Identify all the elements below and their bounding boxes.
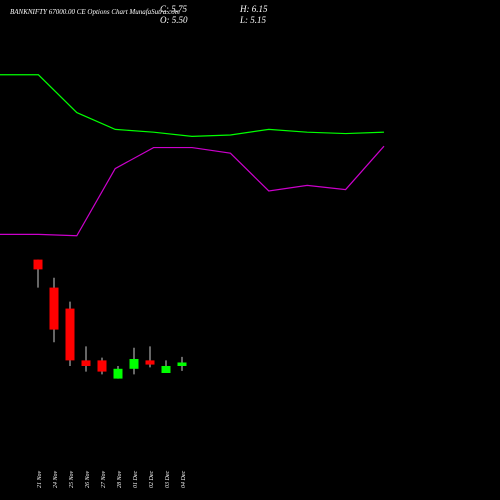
x-tick-label: 28 Nov [117,470,123,488]
candle-body [33,259,43,270]
x-tick-label: 24 Nov [52,470,59,488]
x-tick-label: 25 Nov [69,470,75,488]
summary-close: C: 5.75 [160,4,188,14]
x-tick-label: 02 Dec [149,471,155,488]
candle-body [49,287,59,330]
candle-body [97,360,107,372]
chart-title: BANKNIFTY 67000.00 CE Options Chart Muna… [10,8,180,16]
candle-body [161,365,171,373]
summary-low: L: 5.15 [239,15,267,25]
summary-open: O: 5.50 [160,15,188,25]
line [0,145,385,237]
candle-body [113,368,123,379]
x-tick-label: 27 Nov [101,470,107,488]
candle-body [129,358,139,369]
candle-body [177,362,187,366]
x-tick-label: 03 Dec [165,471,171,488]
candle-body [81,360,91,366]
x-tick-label: 01 Dec [133,471,139,488]
summary-high: H: 6.15 [239,4,268,14]
candle-body [65,308,75,361]
x-tick-label: 26 Nov [85,470,91,488]
line [0,74,385,137]
x-tick-label: 04 Dec [180,471,187,488]
candle-body [145,360,155,365]
x-tick-label: 21 Nov [37,470,43,488]
